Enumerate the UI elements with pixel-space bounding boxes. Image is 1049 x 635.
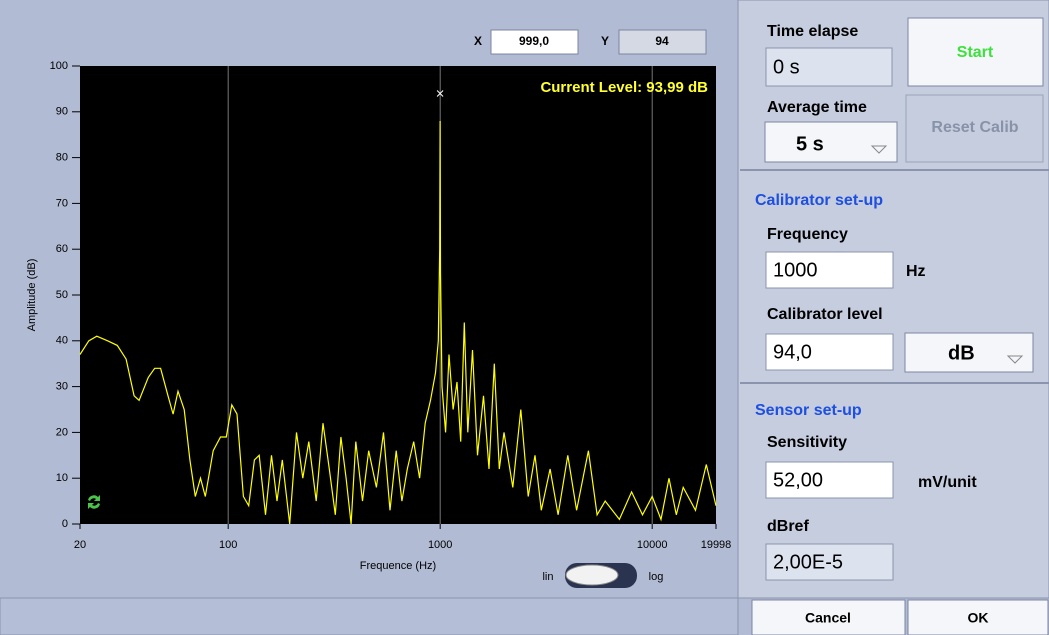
time-elapse-label: Time elapse: [767, 23, 858, 40]
frequency-field[interactable]: [765, 251, 894, 289]
status-bar: [0, 597, 739, 635]
time-elapse-field: [765, 47, 893, 87]
log-label: log: [649, 571, 664, 583]
sensitivity-field[interactable]: [765, 461, 894, 499]
level-unit: dB: [948, 342, 975, 364]
y-tick-label: 30: [56, 381, 68, 393]
x-tick-label: 19998: [701, 539, 732, 551]
y-tick-label: 0: [62, 518, 68, 530]
y-tick-label: 50: [56, 289, 68, 301]
cancel-button[interactable]: [751, 599, 906, 635]
calibrator-title: Calibrator set-up: [755, 192, 883, 209]
level-field[interactable]: [765, 333, 894, 371]
frequency-label: Frequency: [767, 226, 848, 243]
y-tick-label: 10: [56, 472, 68, 484]
frequency-value: 1000: [773, 259, 818, 281]
plot: [79, 66, 717, 525]
x-tick-label: 1000: [428, 539, 452, 551]
refresh-icon[interactable]: [88, 495, 100, 509]
cancel-label: Cancel: [805, 610, 851, 626]
dropdown-arrow: [870, 145, 888, 154]
x-tick-label: 20: [74, 539, 86, 551]
dbref-label: dBref: [767, 518, 809, 535]
plot-area: [80, 66, 716, 524]
sensor-title: Sensor set-up: [755, 402, 862, 419]
current-level: Current Level: 93,99 dB: [540, 79, 708, 96]
dbref-value: 2,00E-5: [773, 551, 843, 573]
spectrum-line: [79, 120, 717, 525]
cursor-marker: [436, 90, 444, 97]
cursor-x-label: X: [474, 34, 482, 48]
x-tick-label: 100: [219, 539, 237, 551]
cursor-y-field: [618, 29, 707, 55]
ok-label: OK: [968, 610, 989, 626]
frequency-unit: Hz: [906, 263, 926, 280]
unit-dropdown[interactable]: [904, 332, 1034, 373]
average-time-dropdown[interactable]: [764, 121, 898, 163]
y-tick-label: 40: [56, 335, 68, 347]
sensitivity-value: 52,00: [773, 469, 823, 491]
start-label: Start: [957, 44, 994, 61]
side-panel: [737, 0, 1049, 599]
average-time-value: 5 s: [796, 133, 824, 155]
lin-label: lin: [542, 571, 553, 583]
y-tick-label: 100: [50, 60, 68, 72]
cursor-x-value: 999,0: [519, 34, 549, 48]
toggle-knob[interactable]: [565, 564, 619, 586]
dbref-field: [765, 543, 894, 581]
y-tick-label: 70: [56, 197, 68, 209]
x-axis-label: Frequence (Hz): [360, 560, 436, 572]
x-tick-label: 10000: [637, 539, 668, 551]
y-tick-label: 60: [56, 243, 68, 255]
y-tick-label: 80: [56, 152, 68, 164]
reset-calib-button: [905, 94, 1044, 163]
cursor-x-field[interactable]: [490, 29, 579, 55]
dropdown-arrow: [1006, 355, 1024, 364]
time-elapse-value: 0 s: [773, 56, 800, 78]
level-value: 94,0: [773, 341, 812, 363]
sensitivity-label: Sensitivity: [767, 434, 847, 451]
average-time-label: Average time: [767, 99, 867, 116]
reset-calib-label: Reset Calib: [931, 119, 1018, 136]
ok-button[interactable]: [907, 599, 1049, 635]
sensitivity-unit: mV/unit: [918, 474, 977, 491]
y-tick-label: 90: [56, 106, 68, 118]
cursor-y-label: Y: [601, 34, 609, 48]
y-tick-label: 20: [56, 426, 68, 438]
start-button[interactable]: [907, 17, 1044, 87]
level-label: Calibrator level: [767, 306, 883, 323]
cursor-y-value: 94: [655, 34, 669, 48]
y-axis-label: Amplitude (dB): [26, 259, 38, 332]
